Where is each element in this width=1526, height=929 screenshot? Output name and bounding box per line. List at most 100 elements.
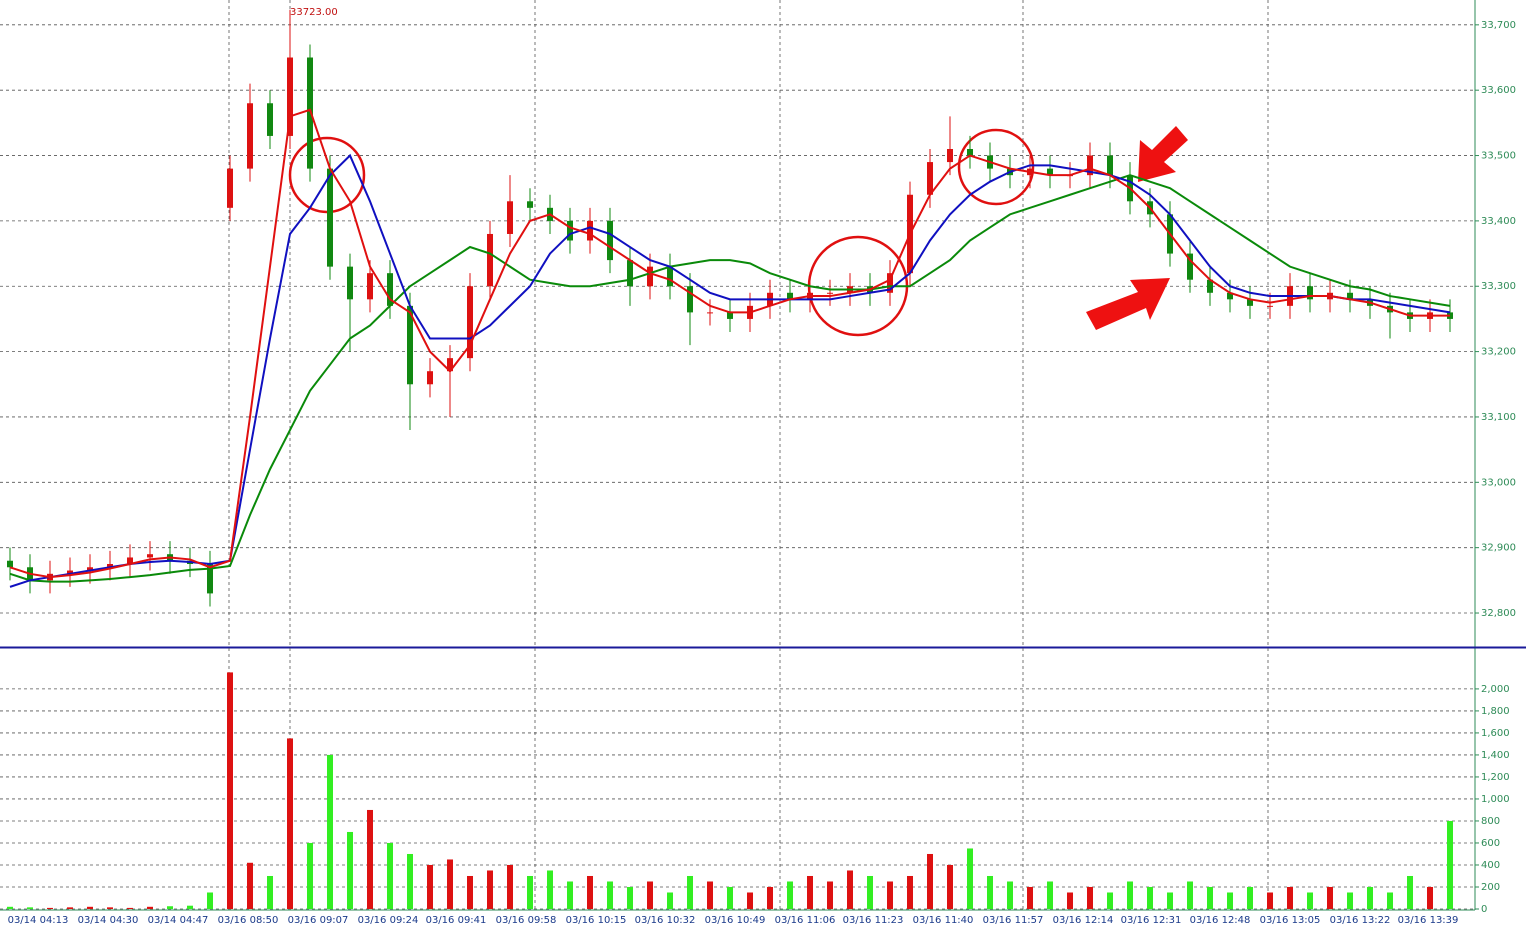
candle-body [107,564,113,568]
x-tick-label: 03/16 11:23 [843,915,904,926]
y-tick-label: 33,200 [1481,347,1516,358]
volume-bar [107,907,113,909]
candle-body [927,162,933,195]
x-tick-label: 03/16 13:39 [1398,915,1459,926]
volume-bar [127,907,133,909]
volume-bar [567,881,573,909]
volume-bar [247,862,253,909]
volume-bar [707,881,713,909]
y-tick-label: 600 [1481,838,1500,849]
candle-body [7,560,13,568]
y-tick-label: 33,000 [1481,477,1516,488]
candle-body [787,292,793,300]
x-tick-label: 03/16 11:40 [913,915,974,926]
volume-bar [1387,892,1393,909]
volume-bar [1167,892,1173,909]
candle-body [327,168,333,267]
candle-body [227,168,233,208]
candle-body [1187,253,1193,280]
volume-bar [407,853,413,909]
volume-bar [1267,892,1273,909]
volume-bar [687,875,693,909]
candle-body [727,312,733,319]
volume-bar [1327,886,1333,909]
candle-body [567,220,573,241]
candle-body [147,554,153,558]
volume-bar [1407,875,1413,909]
volume-bar [607,881,613,909]
volume-bar [227,672,233,909]
volume-bar [647,881,653,909]
candle-body [387,273,393,306]
moving-average-line [9,108,1450,579]
x-tick-label: 03/16 09:07 [288,915,349,926]
volume-bar [1247,886,1253,909]
moving-average-line [9,153,1451,588]
volume-bar [147,906,153,909]
y-tick-label: 33,600 [1481,85,1516,96]
volume-bar [1007,881,1013,909]
x-tick-label: 03/16 11:06 [775,915,836,926]
candle-body [247,103,253,169]
volume-bar [1227,892,1233,909]
y-tick-label: 2,000 [1481,684,1510,695]
volume-bar [1107,892,1113,909]
y-tick-label: 1,800 [1481,706,1510,717]
candle-body [507,201,513,234]
y-tick-label: 0 [1481,904,1487,915]
y-tick-label: 1,400 [1481,750,1510,761]
x-tick-label: 03/16 12:31 [1121,915,1182,926]
candle-body [827,292,833,294]
candle-body [267,103,273,136]
volume-bar [727,886,733,909]
y-tick-label: 32,900 [1481,543,1516,554]
y-tick-label: 200 [1481,882,1500,893]
x-tick-label: 03/16 10:49 [705,915,766,926]
volume-bar [1207,886,1213,909]
candle-body [647,266,653,287]
candle-body [447,358,453,372]
highlight-circle [957,128,1035,206]
volume-bar [167,906,173,909]
volume-bar [907,875,913,909]
y-tick-label: 33,400 [1481,216,1516,227]
volume-bar [767,886,773,909]
volume-bar [467,875,473,909]
volume-bar [547,870,553,909]
volume-bar [287,738,293,909]
volume-bar [507,864,513,909]
volume-bar [527,875,533,909]
y-tick-label: 800 [1481,816,1500,827]
x-tick-label: 03/16 12:14 [1053,915,1114,926]
candle-body [1227,292,1233,300]
volume-bar [827,881,833,909]
x-tick-label: 03/16 11:57 [983,915,1044,926]
volume-bar [1067,892,1073,909]
candle-body [627,260,633,287]
candle-body [487,233,493,287]
volume-bar [207,892,213,909]
volume-bar [367,809,373,909]
y-tick-label: 400 [1481,860,1500,871]
volume-bar [347,831,353,909]
volume-bar [1087,886,1093,909]
volume-bar [1307,892,1313,909]
volume-bar [627,886,633,909]
x-tick-label: 03/16 10:15 [566,915,627,926]
y-tick-label: 33,300 [1481,281,1516,292]
y-tick-label: 1,200 [1481,772,1510,783]
pointer-arrow [1138,126,1188,182]
volume-bar [87,906,93,909]
x-tick-label: 03/14 04:47 [148,915,209,926]
volume-bar [947,864,953,909]
volume-bar [1347,892,1353,909]
candle-body [207,564,213,594]
volume-bar [927,853,933,909]
y-tick-label: 1,600 [1481,728,1510,739]
x-tick-label: 03/16 08:50 [218,915,279,926]
volume-bar [447,859,453,909]
volume-bar [747,892,753,909]
y-tick-label: 33,100 [1481,412,1516,423]
candle-body [427,371,433,385]
candle-body [1107,155,1113,176]
